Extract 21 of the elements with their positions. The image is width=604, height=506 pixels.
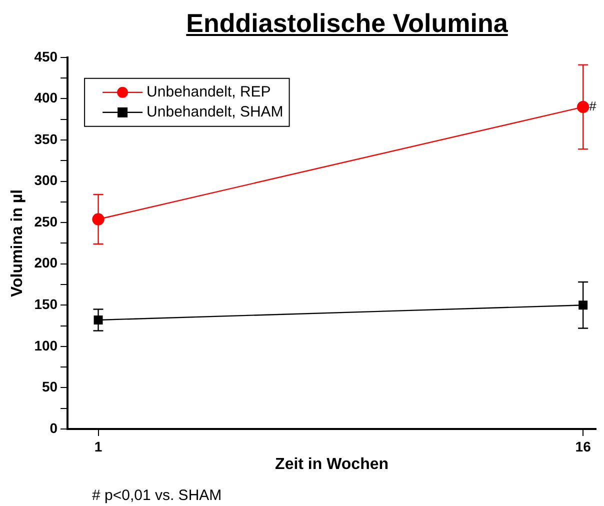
x-tick-label: 1 bbox=[94, 438, 102, 454]
annotation: # bbox=[589, 98, 598, 114]
y-tick-label: 450 bbox=[34, 48, 58, 64]
chart-title: Enddiastolische Volumina bbox=[185, 8, 509, 39]
y-tick-label: 300 bbox=[34, 172, 58, 188]
y-tick-label: 400 bbox=[34, 90, 58, 106]
y-axis-title: Volumina in µl bbox=[9, 189, 26, 297]
x-tick-label: 16 bbox=[575, 438, 592, 454]
point bbox=[578, 300, 588, 310]
point bbox=[576, 100, 590, 114]
y-tick-label: 200 bbox=[34, 254, 58, 271]
y-tick-label: 50 bbox=[42, 378, 58, 395]
legend-label: Unbehandelt, REP bbox=[146, 84, 271, 101]
y-tick-label: 100 bbox=[34, 337, 58, 354]
legend-label: Unbehandelt, SHAM bbox=[146, 104, 284, 121]
y-tick-label: 0 bbox=[50, 420, 58, 436]
text: # p<0,01 vs. SHAM bbox=[92, 487, 222, 504]
y-tick-label: 150 bbox=[34, 296, 58, 312]
x-axis-title: Zeit in Wochen bbox=[275, 456, 389, 473]
y-tick-label: 250 bbox=[34, 213, 58, 230]
y-tick-label: 350 bbox=[34, 130, 58, 147]
